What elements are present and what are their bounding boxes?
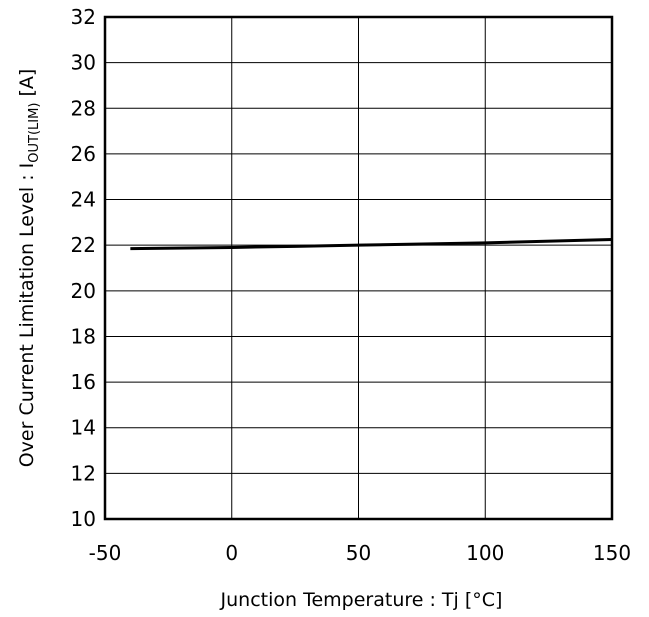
y-axis-title-suffix: [A]	[16, 69, 38, 103]
y-tick-label: 32	[71, 5, 96, 29]
y-tick-label: 22	[71, 233, 96, 257]
y-tick-label: 18	[71, 324, 96, 348]
y-axis-title: Over Current Limitation Level : IOUT(LIM…	[16, 69, 42, 468]
y-tick-label: 12	[71, 461, 96, 485]
series-line	[130, 237, 613, 251]
y-tick-label: 10	[71, 507, 96, 531]
plot-frame	[103, 15, 614, 521]
x-tick-label: 150	[593, 541, 631, 565]
tick-labels: -50 0 50 100 150 10 12 14 16 18 20 22 24 26 28 30 32	[71, 5, 632, 565]
y-tick-label: 16	[71, 370, 96, 394]
series-layer	[130, 237, 613, 251]
grid	[104, 16, 613, 520]
y-tick-label: 26	[71, 142, 96, 166]
y-axis-title-subscript: OUT(LIM)	[27, 103, 42, 163]
x-tick-label: 0	[225, 541, 238, 565]
x-tick-label: 100	[466, 541, 504, 565]
x-tick-label: -50	[89, 541, 122, 565]
y-tick-label: 28	[71, 96, 96, 120]
y-tick-label: 20	[71, 279, 96, 303]
x-axis-title: Junction Temperature : Tj [°C]	[220, 589, 503, 611]
x-tick-label: 50	[346, 541, 371, 565]
y-axis-title-prefix: Over Current Limitation Level : I	[16, 163, 38, 468]
y-tick-label: 14	[71, 416, 96, 440]
y-tick-label: 30	[71, 51, 96, 75]
y-tick-label: 24	[71, 188, 96, 212]
